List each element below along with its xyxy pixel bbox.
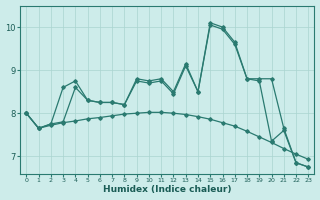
X-axis label: Humidex (Indice chaleur): Humidex (Indice chaleur) bbox=[103, 185, 232, 194]
